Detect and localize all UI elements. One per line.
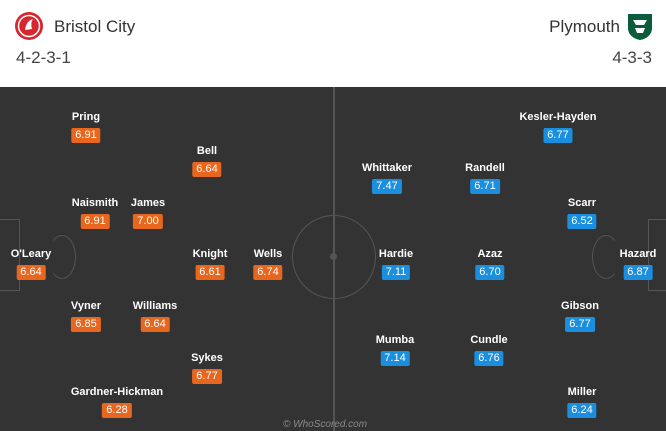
player-name: Scarr [567, 197, 597, 209]
player-name: Gibson [561, 300, 599, 312]
away-player-azaz[interactable]: Azaz 6.70 [475, 248, 505, 280]
away-player-scarr[interactable]: Scarr 6.52 [567, 197, 597, 229]
player-rating: 6.71 [470, 179, 500, 194]
home-player-williams[interactable]: Williams 6.64 [132, 300, 178, 332]
away-goal-area [648, 219, 666, 291]
home-player-vyner[interactable]: Vyner 6.85 [71, 300, 101, 332]
player-name: Hardie [378, 248, 414, 260]
player-name: Miller [567, 386, 597, 398]
away-player-randell[interactable]: Randell 6.71 [465, 162, 505, 194]
player-rating: 6.85 [71, 317, 101, 332]
away-formation: 4-3-3 [612, 48, 652, 67]
home-penalty-arc [48, 235, 76, 279]
player-rating: 7.00 [133, 214, 163, 229]
centre-circle [292, 215, 376, 299]
player-name: Wells [253, 248, 283, 260]
centre-spot [330, 253, 337, 260]
home-player-naismith[interactable]: Naismith 6.91 [72, 197, 118, 229]
player-rating: 6.64 [140, 317, 170, 332]
player-rating: 7.47 [372, 179, 402, 194]
player-rating: 6.77 [192, 369, 222, 384]
player-rating: 6.91 [80, 214, 110, 229]
match-header: Bristol City 4-2-3-1 Plymouth 4-3-3 [0, 0, 666, 87]
watermark: © WhoScored.com [283, 419, 368, 430]
player-name: Naismith [71, 197, 119, 209]
player-name: Hazard [619, 248, 657, 260]
home-player-sykes[interactable]: Sykes 6.77 [191, 352, 223, 384]
player-name: Cundle [470, 334, 508, 346]
player-rating: 6.76 [474, 351, 504, 366]
player-rating: 6.24 [567, 403, 597, 418]
player-name: Azaz [477, 248, 503, 260]
player-name: James [130, 197, 166, 209]
player-rating: 6.74 [253, 265, 283, 280]
bristol-city-crest-icon [15, 12, 43, 40]
away-player-hardie[interactable]: Hardie 7.11 [379, 248, 413, 280]
home-player-pring[interactable]: Pring 6.91 [71, 111, 101, 143]
player-rating: 6.28 [102, 403, 132, 418]
player-rating: 6.77 [565, 317, 595, 332]
player-rating: 6.87 [623, 265, 653, 280]
player-rating: 6.64 [16, 265, 46, 280]
away-player-miller[interactable]: Miller 6.24 [567, 386, 597, 418]
away-penalty-arc [592, 235, 620, 279]
home-player-wells[interactable]: Wells 6.74 [253, 248, 283, 280]
away-player-gibson[interactable]: Gibson 6.77 [561, 300, 599, 332]
plymouth-crest-icon [628, 14, 652, 40]
player-rating: 7.14 [380, 351, 410, 366]
away-team-name[interactable]: Plymouth [549, 17, 620, 36]
player-rating: 6.91 [71, 128, 101, 143]
player-rating: 7.11 [381, 265, 411, 280]
player-name: Williams [132, 300, 178, 312]
home-player-james[interactable]: James 7.00 [131, 197, 165, 229]
away-player-hazard[interactable]: Hazard 6.87 [619, 248, 657, 280]
player-name: Pring [71, 111, 101, 123]
home-player-bell[interactable]: Bell 6.64 [192, 145, 222, 177]
home-team-name[interactable]: Bristol City [54, 17, 136, 36]
player-rating: 6.52 [567, 214, 597, 229]
player-name: Sykes [191, 352, 223, 364]
player-name: Mumba [375, 334, 415, 346]
player-name: Whittaker [361, 162, 413, 174]
away-player-kesler-hayden[interactable]: Kesler-Hayden 6.77 [519, 111, 597, 143]
player-rating: 6.77 [543, 128, 573, 143]
home-goal-area [0, 219, 20, 291]
player-name: Randell [465, 162, 505, 174]
away-player-mumba[interactable]: Mumba 7.14 [375, 334, 415, 366]
home-player-gardner-hickman[interactable]: Gardner-Hickman 6.28 [71, 386, 163, 418]
pitch [0, 87, 666, 431]
player-name: Kesler-Hayden [519, 111, 597, 123]
home-formation: 4-2-3-1 [16, 48, 71, 67]
player-rating: 6.64 [192, 162, 222, 177]
player-name: Bell [196, 145, 218, 157]
home-player-knight[interactable]: Knight 6.61 [192, 248, 228, 280]
player-name: Gardner-Hickman [70, 386, 164, 398]
home-player-oleary[interactable]: O'Leary 6.64 [10, 248, 52, 280]
away-player-cundle[interactable]: Cundle 6.76 [470, 334, 508, 366]
player-rating: 6.61 [195, 265, 225, 280]
player-name: Vyner [70, 300, 102, 312]
player-name: O'Leary [10, 248, 52, 260]
player-name: Knight [192, 248, 228, 260]
player-rating: 6.70 [475, 265, 505, 280]
away-player-whittaker[interactable]: Whittaker 7.47 [362, 162, 412, 194]
